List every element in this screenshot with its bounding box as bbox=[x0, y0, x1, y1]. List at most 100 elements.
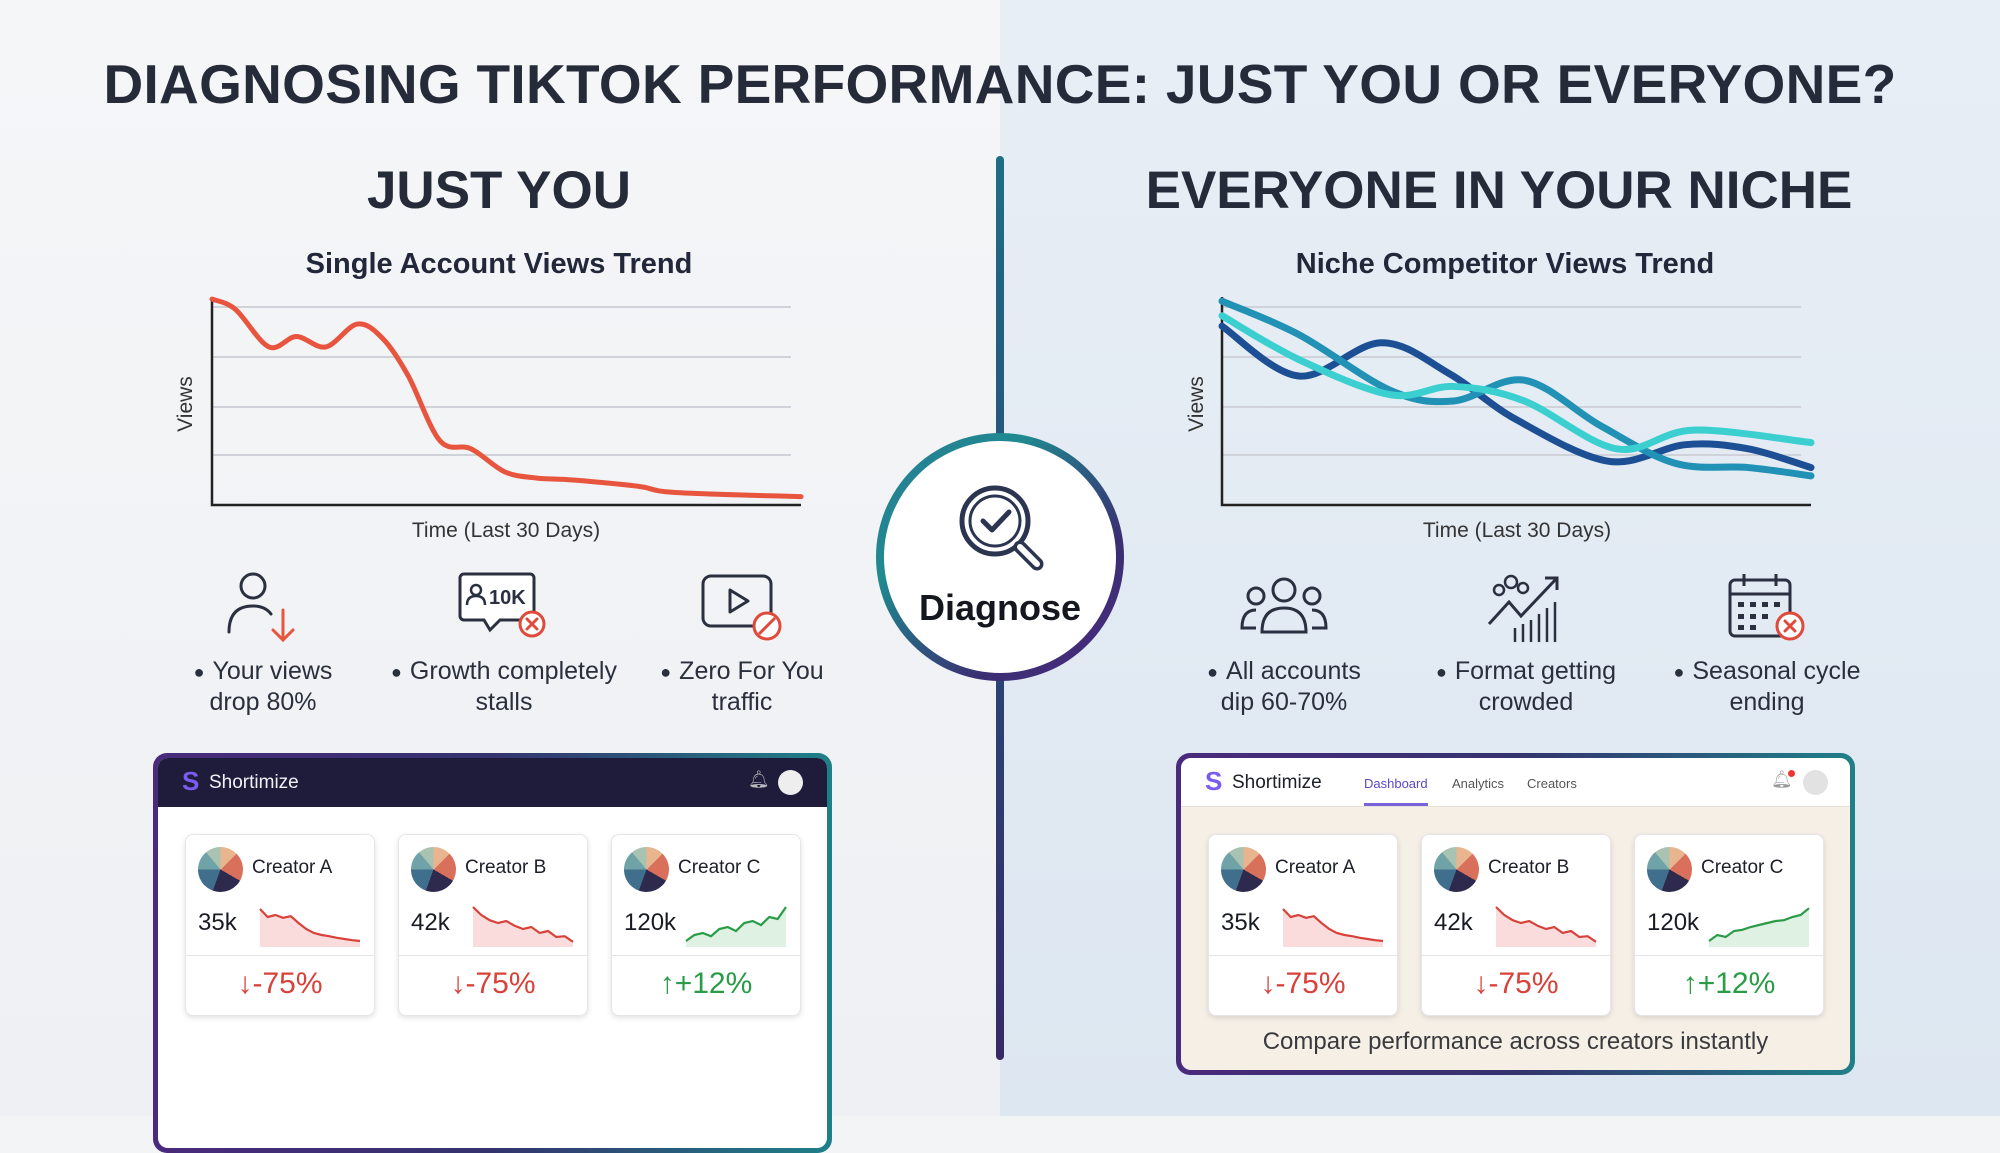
feature-zero-fyp: ● Zero For You traffic bbox=[622, 570, 862, 717]
shortimize-logo: S bbox=[1205, 766, 1223, 796]
sparkline-line bbox=[259, 908, 361, 943]
main-title: DIAGNOSING TIKTOK PERFORMANCE: JUST YOU … bbox=[103, 53, 1897, 115]
change-indicator: ↓-75% bbox=[399, 967, 587, 1001]
left-heading: JUST YOU bbox=[366, 161, 632, 220]
arrow-up-icon: ↑ bbox=[659, 967, 675, 1000]
creator-name: Creator A bbox=[1275, 857, 1356, 878]
user-down-icon bbox=[227, 572, 295, 643]
diagnose-badge: Diagnose bbox=[876, 433, 1124, 681]
bell-icon[interactable]: 🔔︎ bbox=[1771, 770, 1795, 789]
creator-avatar bbox=[624, 847, 669, 892]
badge-10k: 10K bbox=[489, 587, 526, 609]
sparkline-fill bbox=[686, 907, 786, 947]
sparkline bbox=[685, 906, 787, 947]
creator-views: 35k bbox=[198, 909, 237, 936]
creator-avatar bbox=[1221, 847, 1266, 892]
feature-seasonal-cycle: ● Seasonal cycle ending bbox=[1647, 570, 1887, 717]
sparkline-fill bbox=[1496, 907, 1596, 947]
sparkline-fill bbox=[473, 907, 573, 947]
sparkline bbox=[1495, 906, 1597, 947]
sparkline-line bbox=[1282, 908, 1384, 943]
user-avatar[interactable] bbox=[778, 770, 803, 795]
sparkline bbox=[472, 906, 574, 947]
feature-text: All accounts bbox=[1226, 657, 1361, 685]
card-divider bbox=[612, 955, 800, 956]
right-line-chart bbox=[1218, 297, 1815, 507]
creator-card[interactable]: Creator B 42k ↓-75% bbox=[1421, 834, 1611, 1016]
arrow-up-icon: ↑ bbox=[1682, 967, 1698, 1000]
diagnose-label: Diagnose bbox=[918, 587, 1082, 628]
tab-creators[interactable]: Creators bbox=[1527, 776, 1577, 791]
creator-views: 35k bbox=[1221, 909, 1260, 936]
arrow-down-icon: ↓ bbox=[450, 967, 466, 1000]
card-divider bbox=[399, 955, 587, 956]
creator-name: Creator B bbox=[465, 857, 547, 878]
left-chart-title: Single Account Views Trend bbox=[305, 248, 693, 280]
creator-card[interactable]: Creator B 42k ↓-75% bbox=[398, 834, 588, 1016]
dashboard-header: S Shortimize Dashboard Analytics Creator… bbox=[1181, 758, 1850, 807]
dashboard-right: S Shortimize Dashboard Analytics Creator… bbox=[1176, 753, 1855, 1075]
sparkline-line bbox=[1495, 906, 1597, 943]
compare-caption: Compare performance across creators inst… bbox=[1262, 1028, 1769, 1055]
change-indicator: ↑+12% bbox=[1635, 967, 1823, 1001]
bell-icon[interactable]: 🔔︎ bbox=[748, 770, 770, 789]
feature-text: Your views bbox=[212, 657, 333, 685]
series-line-1 bbox=[1218, 297, 1815, 480]
series-line-0 bbox=[209, 296, 804, 500]
creator-name: Creator B bbox=[1488, 857, 1570, 878]
creator-card[interactable]: Creator A 35k ↓-75% bbox=[1208, 834, 1398, 1016]
calendar-cancel-icon bbox=[1728, 574, 1805, 641]
change-value: +12% bbox=[674, 967, 753, 1000]
change-value: -75% bbox=[465, 967, 536, 1000]
feature-text: stalls bbox=[475, 688, 533, 717]
crowd-trend-icon bbox=[1487, 574, 1559, 642]
tab-dashboard[interactable]: Dashboard bbox=[1364, 776, 1428, 806]
card-divider bbox=[1209, 955, 1397, 956]
creator-card[interactable]: Creator C 120k ↑+12% bbox=[1634, 834, 1824, 1016]
creator-views: 42k bbox=[411, 909, 450, 936]
creator-card[interactable]: Creator A 35k ↓-75% bbox=[185, 834, 375, 1016]
sparkline-line bbox=[1708, 907, 1810, 942]
right-chart-title: Niche Competitor Views Trend bbox=[1295, 248, 1715, 280]
creator-name: Creator C bbox=[1701, 857, 1784, 878]
user-avatar[interactable] bbox=[1803, 770, 1828, 795]
feature-text: ending bbox=[1729, 688, 1805, 717]
feature-views-drop: ● Your views drop 80% bbox=[143, 570, 383, 717]
card-divider bbox=[1422, 955, 1610, 956]
right-y-axis-label: Views bbox=[1185, 376, 1208, 432]
feature-text: traffic bbox=[711, 688, 773, 717]
axis bbox=[1220, 297, 1811, 507]
sparkline-fill bbox=[1709, 908, 1809, 947]
feature-text: Format getting bbox=[1454, 657, 1617, 685]
creator-views: 120k bbox=[624, 909, 677, 936]
feature-text: Growth completely bbox=[409, 657, 617, 685]
card-divider bbox=[186, 955, 374, 956]
brand-name: Shortimize bbox=[209, 772, 299, 793]
feature-growth-stalls: 10K ● Growth completely stalls bbox=[384, 570, 624, 717]
feature-text: crowded bbox=[1478, 688, 1574, 717]
creator-views: 120k bbox=[1647, 909, 1700, 936]
feature-text: Seasonal cycle bbox=[1692, 657, 1861, 685]
change-value: -75% bbox=[252, 967, 323, 1000]
tab-analytics[interactable]: Analytics bbox=[1452, 776, 1505, 791]
change-indicator: ↓-75% bbox=[1209, 967, 1397, 1001]
left-line-chart bbox=[209, 296, 804, 507]
video-blocked-icon bbox=[701, 574, 782, 641]
search-check-icon bbox=[959, 485, 1044, 571]
sparkline-line bbox=[472, 906, 574, 943]
right-x-axis-label: Time (Last 30 Days) bbox=[1422, 519, 1612, 542]
left-x-axis-label: Time (Last 30 Days) bbox=[411, 519, 601, 542]
arrow-down-icon: ↓ bbox=[237, 967, 253, 1000]
brand-name: Shortimize bbox=[1232, 772, 1322, 793]
left-y-axis-label: Views bbox=[174, 376, 197, 432]
change-value: -75% bbox=[1488, 967, 1559, 1000]
change-indicator: ↑+12% bbox=[612, 967, 800, 1001]
group-icon bbox=[1240, 577, 1328, 634]
dashboard-left: S Shortimize 🔔︎ Creator A 35k ↓-75% Crea… bbox=[153, 753, 832, 1153]
feature-text: dip 60-70% bbox=[1220, 688, 1348, 717]
feature-text: Zero For You bbox=[679, 657, 824, 685]
shortimize-logo: S bbox=[182, 766, 200, 796]
creator-avatar bbox=[1647, 847, 1692, 892]
creator-card[interactable]: Creator C 120k ↑+12% bbox=[611, 834, 801, 1016]
creator-avatar bbox=[198, 847, 243, 892]
